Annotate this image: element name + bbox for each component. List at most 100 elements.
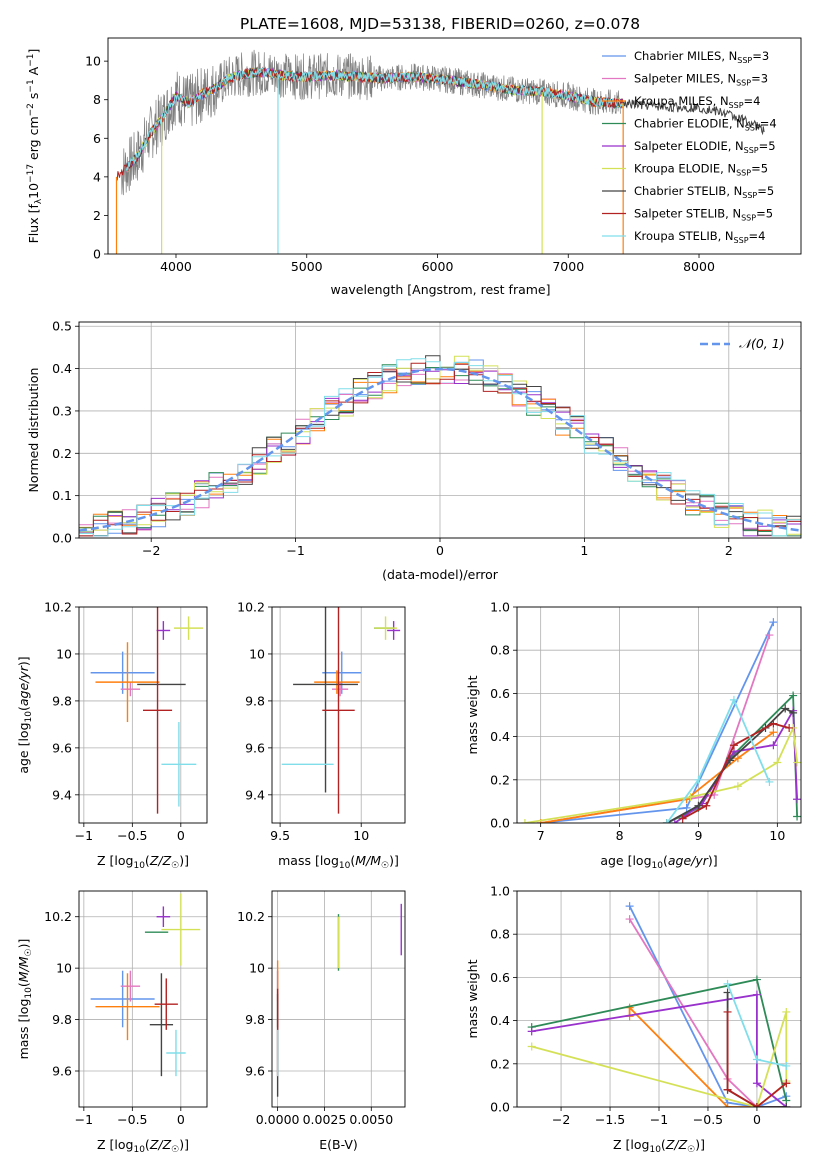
error-point: [95, 973, 160, 1041]
plot-area: [281, 607, 401, 814]
x-tick-label: 1: [580, 543, 588, 558]
x-axis-label: mass [log10(M/M☉)]: [278, 853, 399, 871]
x-tick-label: −1: [286, 543, 304, 558]
error-point: [374, 616, 397, 640]
weight-line: [666, 697, 771, 823]
panel-mass_vs_ebv: 0.0000 0.0025 0.0050 9.6 9.8 10 10.2 E(B-V): [237, 890, 406, 1152]
weight-series: [536, 631, 774, 823]
error-point: [293, 607, 358, 793]
weight-marker: [527, 1042, 536, 1051]
plot-area: [90, 893, 201, 1077]
plot-area: [79, 355, 801, 537]
x-tick-label: 0: [753, 1112, 761, 1127]
weight-series: [670, 706, 801, 823]
weight-marker: [789, 691, 798, 700]
y-tick-label: 4: [93, 169, 101, 184]
x-tick-label: −2: [142, 543, 160, 558]
weight-line: [628, 918, 787, 1107]
legend-entry: Salpeter STELIB, NSSP=5: [634, 207, 773, 223]
x-tick-label: 6000: [422, 259, 454, 274]
y-tick-label: 9.6: [52, 740, 72, 755]
weight-marker: [723, 1103, 732, 1107]
y-axis-label: age [log10(age/yr)]: [16, 656, 34, 773]
y-tick-label: 10: [249, 646, 265, 661]
weight-marker: [782, 1061, 791, 1070]
legend-entry: Chabrier ELODIE, NSSP=4: [634, 117, 777, 133]
plot-area: [276, 903, 402, 1097]
y-tick-label: 8: [93, 92, 101, 107]
weight-marker: [694, 801, 703, 810]
y-tick-label: 0.6: [490, 686, 510, 701]
x-tick-label: 0.0025: [303, 1112, 347, 1127]
y-tick-label: 0.3: [52, 403, 72, 418]
error-point: [166, 1029, 186, 1077]
y-tick-label: 9.6: [52, 1064, 72, 1079]
x-tick-label: −1: [650, 1112, 668, 1127]
x-tick-label: −0.5: [693, 1112, 723, 1127]
weight-marker: [765, 777, 774, 786]
x-tick-label: 8: [616, 828, 624, 843]
weight-line: [726, 1012, 787, 1107]
weight-marker: [733, 782, 742, 791]
legend-entry: Salpeter MILES, NSSP=3: [634, 72, 768, 88]
legend-entry: 𝒩(0, 1): [739, 336, 785, 351]
y-tick-label: 0.2: [490, 1056, 510, 1071]
weight-marker: [625, 915, 634, 924]
y-tick-label: 9.8: [52, 693, 72, 708]
weight-marker: [702, 801, 711, 810]
y-tick-label: 9.6: [245, 740, 265, 755]
y-axis-label: mass [log10(M/M☉)]: [16, 939, 34, 1060]
y-tick-label: 0: [93, 247, 101, 262]
error-point: [95, 642, 160, 723]
y-axis-label: mass weight: [465, 959, 480, 1038]
panel-spectrum: 4000 5000 6000 7000 8000 0 2 4 6 8 10 wavelength [A…: [26, 37, 802, 297]
y-tick-label: 2: [93, 208, 101, 223]
x-axis-label: age [log10(age/yr)]: [600, 853, 717, 871]
weight-marker: [782, 1103, 791, 1107]
y-axis-label: Flux [fλ10−17 erg cm−2 s−1 A−1]: [26, 49, 44, 244]
y-tick-label: 9.8: [245, 1012, 265, 1027]
plot-area: [520, 618, 801, 823]
y-tick-label: 0.6: [490, 970, 510, 985]
y-tick-label: 9.4: [52, 787, 72, 802]
weight-line: [531, 1011, 788, 1107]
error-point: [322, 651, 362, 694]
weight-marker: [686, 793, 695, 802]
x-tick-label: 0: [177, 828, 185, 843]
y-tick-label: 10: [56, 961, 72, 976]
weight-marker: [769, 618, 778, 627]
error-point: [161, 722, 197, 807]
x-tick-label: −1: [75, 828, 93, 843]
plot-area: [90, 607, 204, 814]
x-tick-label: −1.5: [595, 1112, 625, 1127]
x-tick-label: 2: [725, 543, 733, 558]
x-tick-label: 9.5: [270, 828, 290, 843]
x-tick-label: 9: [694, 828, 702, 843]
error-point: [156, 906, 171, 927]
weight-marker: [769, 719, 778, 728]
weight-marker: [670, 819, 679, 823]
weight-marker: [682, 803, 691, 812]
x-axis-label: (data-model)/error: [382, 567, 499, 582]
weight-marker: [793, 795, 801, 804]
legend-entry: Kroupa STELIB, NSSP=4: [634, 229, 765, 245]
x-tick-label: 5000: [291, 259, 323, 274]
weight-marker: [793, 812, 801, 821]
x-tick-label: 10: [353, 828, 369, 843]
y-tick-label: 10.2: [44, 600, 72, 615]
y-tick-label: 0.5: [52, 319, 72, 334]
model-line: [125, 67, 623, 171]
y-axis-label: Normed distribution: [26, 368, 41, 493]
y-tick-label: 10.2: [44, 909, 72, 924]
y-tick-label: 9.4: [245, 787, 265, 802]
weight-marker: [520, 819, 529, 823]
weight-marker: [752, 1103, 761, 1107]
x-tick-label: 4000: [160, 259, 192, 274]
weight-marker: [752, 990, 761, 999]
legend-entry: Kroupa ELODIE, NSSP=5: [634, 162, 768, 178]
panel-age_vs_Z: −1 −0.5 0 9.4 9.6 9.8 10 10.2 Z [log10(Z/Z☉)] age…: [16, 600, 208, 871]
weight-series: [536, 618, 778, 823]
histogram-series: [79, 362, 801, 537]
y-tick-label: 0.0: [490, 1100, 510, 1115]
